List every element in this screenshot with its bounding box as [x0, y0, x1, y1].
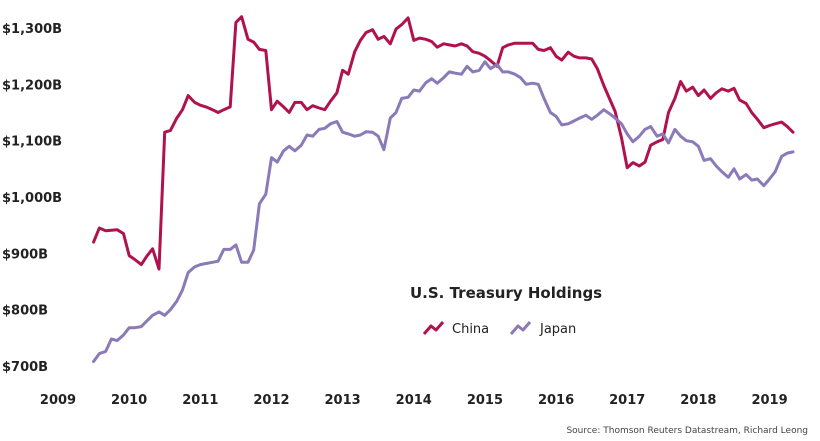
series-line-china	[92, 15, 795, 271]
x-tick-label: 2013	[325, 393, 361, 408]
y-tick-label: $1,200B	[2, 78, 62, 93]
x-tick-label: 2011	[182, 393, 218, 408]
legend-label-china: China	[452, 322, 489, 337]
legend-item-japan: Japan	[509, 321, 576, 337]
x-tick-label: 2016	[538, 393, 574, 408]
x-tick-label: 2019	[751, 393, 787, 408]
y-tick-label: $1,000B	[2, 191, 62, 206]
x-axis: 2009 2010 2011 2012 2013 2014 2015 2016 2017 2018…	[40, 393, 788, 408]
y-tick-label: $900B	[2, 247, 48, 262]
x-tick-label: 2012	[253, 393, 289, 408]
legend-label-japan: Japan	[539, 322, 576, 337]
y-tick-label: $1,100B	[2, 135, 62, 150]
x-tick-label: 2014	[396, 393, 432, 408]
legend-item-china: China	[422, 321, 489, 337]
x-tick-label: 2009	[40, 393, 76, 408]
x-tick-label: 2015	[467, 393, 503, 408]
legend-swatch-china	[422, 321, 445, 335]
x-tick-label: 2010	[111, 393, 147, 408]
y-tick-label: $800B	[2, 304, 48, 319]
x-tick-label: 2017	[609, 393, 645, 408]
series-line-japan	[92, 60, 795, 363]
x-tick-label: 2018	[680, 393, 716, 408]
series-layer	[92, 15, 795, 363]
legend: China Japan	[422, 321, 576, 337]
y-tick-label: $700B	[2, 360, 48, 375]
chart-title: U.S. Treasury Holdings	[410, 284, 602, 302]
y-axis: $700B $800B $900B $1,000B $1,100B $1,200B $1,3…	[2, 22, 62, 375]
y-tick-label: $1,300B	[2, 22, 62, 37]
source-note: Source: Thomson Reuters Datastream, Rich…	[566, 426, 808, 436]
legend-swatch-japan	[509, 321, 532, 335]
